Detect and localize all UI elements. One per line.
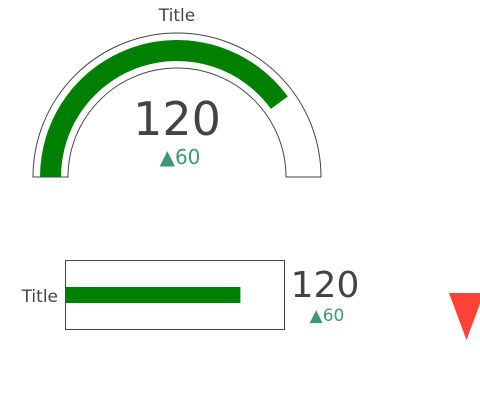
gauge-delta-value: ▲60 [160, 145, 201, 169]
gauge-value-bar [40, 40, 288, 178]
bullet-delta-value: ▲60 [310, 306, 345, 326]
gauge-axis-outline [32, 32, 322, 178]
bullet-axis-box [65, 260, 285, 330]
bullet-value-number: 120 [291, 265, 360, 306]
delta-down-arrow-icon [449, 293, 480, 340]
gauge-title: Title [158, 6, 195, 26]
bullet-indicator: Title 120 ▲60 [21, 260, 360, 330]
bullet-value-bar [66, 287, 241, 303]
gauge-value-number: 120 [133, 92, 221, 146]
bullet-title: Title [21, 287, 58, 307]
gauge-indicator: Title 120 ▲60 [32, 6, 322, 178]
